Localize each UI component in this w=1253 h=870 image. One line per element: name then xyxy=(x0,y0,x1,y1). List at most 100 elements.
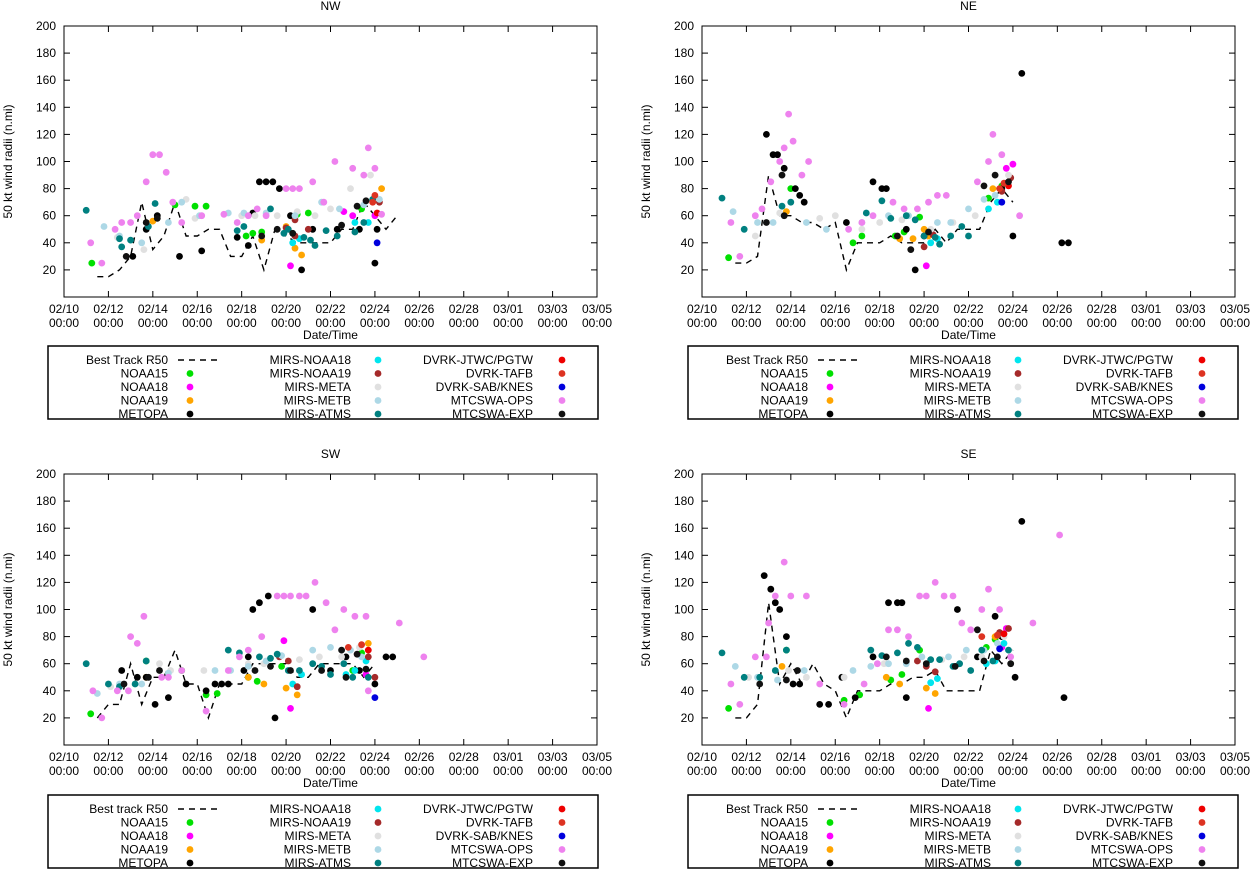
x-tick-date: 02/12 xyxy=(731,750,761,764)
series-mirs-meta xyxy=(751,171,1012,240)
data-point xyxy=(202,202,210,210)
data-point xyxy=(927,239,935,247)
x-tick-time: 00:00 xyxy=(865,764,895,778)
legend-label: DVRK-JTWC/PGTW xyxy=(1063,353,1174,367)
series-dvrk-sab-knes xyxy=(996,645,1003,653)
x-tick-date: 02/24 xyxy=(998,302,1028,316)
data-point xyxy=(296,667,303,674)
data-point xyxy=(304,225,312,233)
series-mirs-atms xyxy=(718,640,1012,681)
data-point xyxy=(162,168,170,176)
legend-label: NOAA19 xyxy=(761,394,809,408)
y-tick-label: 60 xyxy=(43,209,57,223)
legend-dot-symbol xyxy=(1014,846,1022,853)
data-point xyxy=(131,680,139,688)
legend-dot-symbol xyxy=(374,356,382,364)
data-point xyxy=(934,219,941,226)
data-point xyxy=(351,667,359,674)
x-tick-time: 00:00 xyxy=(93,316,123,330)
x-tick-date: 02/12 xyxy=(93,750,123,764)
panel-se: SE2040608010012014016018020002/1000:0002… xyxy=(639,447,1250,790)
data-point xyxy=(364,687,372,695)
data-point xyxy=(882,673,890,681)
y-tick-label: 100 xyxy=(36,603,56,617)
data-point xyxy=(367,171,374,179)
x-tick-time: 00:00 xyxy=(271,764,301,778)
data-point xyxy=(349,673,357,681)
data-point xyxy=(327,205,334,213)
x-tick-time: 00:00 xyxy=(493,316,523,330)
data-point xyxy=(364,653,372,661)
data-point xyxy=(978,633,986,640)
x-axis-label: Date/Time xyxy=(303,776,358,790)
data-point xyxy=(362,665,370,673)
data-point xyxy=(358,641,365,649)
data-point xyxy=(273,225,281,233)
data-point xyxy=(803,592,810,600)
data-point xyxy=(922,592,930,600)
x-tick-date: 02/22 xyxy=(315,750,345,764)
data-point xyxy=(140,246,148,254)
series-metopa xyxy=(763,70,1072,274)
panel-title: NE xyxy=(960,0,977,13)
data-point xyxy=(133,673,141,681)
data-point xyxy=(149,151,157,159)
legend-dot-symbol xyxy=(826,410,834,418)
data-point xyxy=(931,234,939,241)
x-tick-time: 00:00 xyxy=(1176,316,1206,330)
data-point xyxy=(298,266,305,274)
data-point xyxy=(244,663,252,670)
data-point xyxy=(760,572,768,579)
data-point xyxy=(140,612,148,620)
data-point xyxy=(124,687,132,695)
y-tick-label: 140 xyxy=(36,548,56,562)
x-tick-time: 00:00 xyxy=(538,764,568,778)
x-tick-time: 00:00 xyxy=(998,316,1028,330)
data-point xyxy=(349,164,357,172)
y-tick-label: 40 xyxy=(681,236,695,250)
y-tick-label: 180 xyxy=(36,494,56,508)
data-point xyxy=(165,219,172,226)
data-point xyxy=(224,667,232,674)
legend-dot-symbol xyxy=(558,805,566,813)
y-tick-label: 20 xyxy=(681,711,695,725)
data-point xyxy=(996,185,1003,193)
data-point xyxy=(373,239,381,247)
x-tick-time: 00:00 xyxy=(1042,764,1072,778)
data-point xyxy=(1011,673,1019,681)
legend-dot-symbol xyxy=(1014,410,1022,418)
x-tick-date: 03/05 xyxy=(582,302,612,316)
data-point xyxy=(120,680,128,688)
legend-label: MTCSWA-OPS xyxy=(451,394,533,408)
legend-label: NOAA18 xyxy=(761,829,809,843)
data-point xyxy=(780,164,788,172)
legend-label: MIRS-NOAA18 xyxy=(270,802,352,816)
data-point xyxy=(882,653,890,661)
data-point xyxy=(249,229,257,237)
data-point xyxy=(954,606,961,613)
data-point xyxy=(869,212,877,220)
y-tick-label: 140 xyxy=(674,548,694,562)
x-tick-time: 00:00 xyxy=(820,764,850,778)
data-point xyxy=(920,243,928,251)
legend-label: Best Track R50 xyxy=(726,802,808,816)
panel-title: SW xyxy=(321,447,341,461)
x-tick-date: 02/14 xyxy=(138,750,168,764)
x-tick-date: 02/26 xyxy=(1042,302,1072,316)
y-tick-label: 40 xyxy=(43,236,57,250)
x-tick-time: 00:00 xyxy=(493,764,523,778)
legend-label: DVRK-TAFB xyxy=(466,367,533,381)
series-noaa18 xyxy=(922,160,1017,270)
data-point xyxy=(100,223,108,230)
data-point xyxy=(347,185,354,193)
data-point xyxy=(371,680,379,688)
data-point xyxy=(244,673,252,681)
legend-dot-symbol xyxy=(1014,805,1022,813)
data-point xyxy=(796,192,804,199)
data-point xyxy=(327,644,334,651)
data-point xyxy=(165,673,172,681)
data-point xyxy=(311,242,319,249)
x-tick-time: 00:00 xyxy=(776,764,806,778)
data-point xyxy=(331,626,339,634)
